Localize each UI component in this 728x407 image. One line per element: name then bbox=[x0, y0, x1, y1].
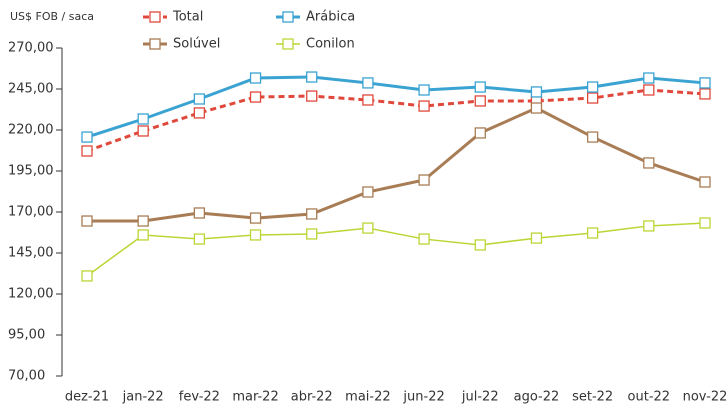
y-tick-label: 270,00 bbox=[8, 41, 54, 56]
point-marker bbox=[362, 94, 374, 106]
x-tick-label: jun-22 bbox=[402, 390, 444, 405]
point-marker bbox=[699, 217, 711, 229]
point-marker bbox=[137, 125, 149, 137]
point-marker bbox=[362, 186, 374, 198]
point-marker bbox=[81, 215, 93, 227]
legend-marker bbox=[282, 11, 294, 23]
point-marker bbox=[137, 229, 149, 241]
point-marker bbox=[418, 84, 430, 96]
point-marker bbox=[586, 131, 599, 143]
y-tick-label: 120,00 bbox=[8, 287, 54, 302]
point-marker bbox=[362, 222, 374, 234]
point-marker bbox=[137, 215, 149, 227]
point-marker bbox=[306, 208, 318, 220]
point-marker bbox=[137, 113, 149, 125]
legend-label: Arábica bbox=[306, 10, 355, 25]
y-axis-label: US$ FOB / saca bbox=[10, 10, 94, 23]
y-tick-label: 170,00 bbox=[8, 205, 54, 220]
point-marker bbox=[249, 91, 262, 103]
x-tick-label: jul-22 bbox=[461, 390, 499, 405]
point-marker bbox=[699, 88, 711, 100]
point-marker bbox=[306, 90, 318, 102]
point-marker bbox=[474, 95, 486, 107]
point-marker bbox=[530, 102, 543, 114]
series-line bbox=[86, 88, 706, 153]
legend-label: Conilon bbox=[306, 37, 355, 52]
y-tick-label: 95,00 bbox=[8, 328, 45, 343]
x-tick-label: dez-21 bbox=[65, 390, 109, 405]
point-marker bbox=[193, 107, 206, 119]
x-tick-label: fev-22 bbox=[179, 390, 220, 405]
point-marker bbox=[586, 81, 599, 93]
point-marker bbox=[193, 233, 206, 245]
point-marker bbox=[418, 174, 430, 186]
point-marker bbox=[81, 145, 93, 157]
y-tick-label: 245,00 bbox=[8, 82, 54, 97]
point-marker bbox=[643, 72, 655, 84]
x-tick-label: set-22 bbox=[572, 390, 613, 405]
point-marker bbox=[249, 229, 262, 241]
series-line bbox=[87, 106, 706, 223]
legend-marker bbox=[149, 11, 161, 23]
series-line bbox=[86, 75, 706, 139]
x-tick-label: ago-22 bbox=[514, 390, 560, 405]
point-marker bbox=[699, 176, 711, 188]
y-tick-label: 220,00 bbox=[8, 123, 54, 138]
point-marker bbox=[530, 232, 543, 244]
x-tick-label: mar-22 bbox=[232, 390, 278, 405]
point-marker bbox=[193, 93, 206, 105]
x-tick-label: nov-22 bbox=[683, 390, 728, 405]
point-marker bbox=[586, 227, 599, 239]
point-marker bbox=[362, 77, 374, 89]
point-marker bbox=[418, 100, 430, 112]
point-marker bbox=[530, 86, 543, 98]
x-tick-label: abr-22 bbox=[291, 390, 333, 405]
point-marker bbox=[306, 228, 318, 240]
legend-marker bbox=[149, 38, 161, 50]
point-marker bbox=[249, 212, 262, 224]
point-marker bbox=[643, 84, 655, 96]
point-marker bbox=[474, 239, 486, 251]
point-marker bbox=[81, 131, 93, 143]
x-tick-label: jan-22 bbox=[122, 390, 164, 405]
point-marker bbox=[81, 270, 93, 282]
point-marker bbox=[643, 220, 655, 232]
point-marker bbox=[249, 72, 262, 84]
point-marker bbox=[586, 92, 599, 104]
legend-marker bbox=[282, 38, 294, 50]
series-line bbox=[86, 222, 706, 277]
point-marker bbox=[699, 77, 711, 89]
point-marker bbox=[474, 127, 486, 139]
y-tick-label: 70,00 bbox=[8, 369, 45, 384]
legend-label: Total bbox=[172, 10, 203, 25]
point-marker bbox=[643, 157, 655, 169]
x-tick-label: out-22 bbox=[628, 390, 671, 405]
point-marker bbox=[418, 233, 430, 245]
point-marker bbox=[193, 207, 206, 219]
legend-label: Solúvel bbox=[173, 37, 220, 52]
y-tick-label: 145,00 bbox=[8, 246, 54, 261]
point-marker bbox=[306, 71, 318, 83]
x-tick-label: mai-22 bbox=[345, 390, 390, 405]
y-tick-label: 195,00 bbox=[8, 164, 54, 179]
point-marker bbox=[474, 81, 486, 93]
